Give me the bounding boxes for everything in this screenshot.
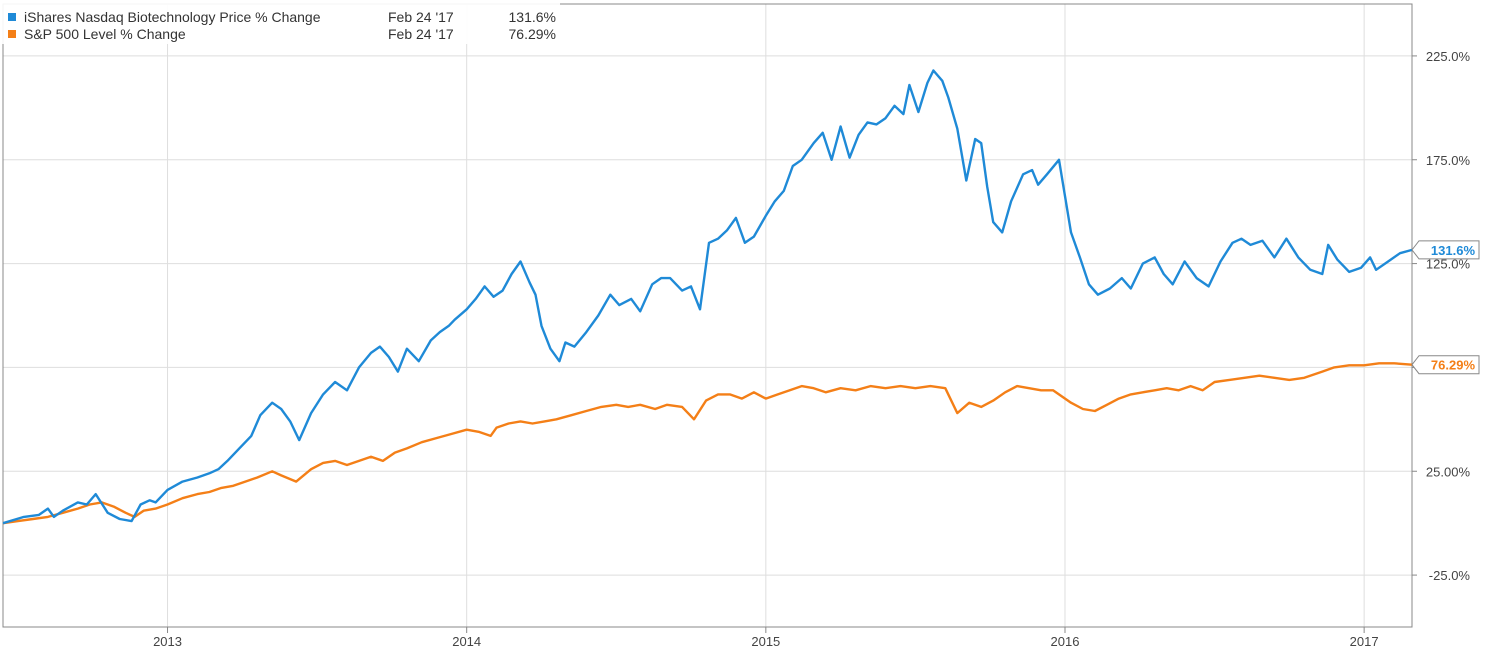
x-tick-label: 2013: [153, 634, 182, 649]
y-tick-label: -25.0%: [1429, 568, 1471, 583]
legend-value-ibb: 131.6%: [508, 9, 556, 25]
series-layer: [2, 69, 1413, 525]
series-line-ibb: [2, 69, 1413, 525]
legend-swatch-sp500: [8, 30, 16, 38]
x-axis-labels: 2013 2014 2015 2016 2017: [153, 634, 1379, 649]
y-tick-label: 125.0%: [1426, 257, 1471, 272]
legend-date-ibb: Feb 24 '17: [388, 9, 454, 25]
end-label-ibb: 131.6%: [1411, 240, 1480, 260]
legend-swatch-ibb: [8, 13, 16, 21]
plot-frame: [2, 3, 1413, 628]
y-tick-label: 175.0%: [1426, 153, 1471, 168]
x-tick-label: 2017: [1350, 634, 1379, 649]
series-line-sp500: [2, 362, 1413, 525]
legend-name-sp500: S&P 500 Level % Change: [24, 26, 186, 42]
x-tick-label: 2015: [751, 634, 780, 649]
y-tick-label: 225.0%: [1426, 49, 1471, 64]
end-label-box: [1411, 240, 1480, 260]
end-value-labels: 131.6% 76.29%: [1411, 240, 1480, 375]
end-label-text: 76.29%: [1431, 358, 1476, 373]
end-label-box: [1411, 355, 1480, 375]
legend: iShares Nasdaq Biotechnology Price % Cha…: [0, 0, 560, 44]
x-gridlines: [167, 4, 1365, 633]
legend-value-sp500: 76.29%: [508, 26, 556, 42]
end-label-sp500: 76.29%: [1411, 355, 1480, 375]
x-tick-label: 2016: [1051, 634, 1080, 649]
y-tick-label: 25.00%: [1426, 464, 1471, 479]
legend-date-sp500: Feb 24 '17: [388, 26, 454, 42]
y-gridlines: [3, 55, 1417, 576]
legend-name-ibb: iShares Nasdaq Biotechnology Price % Cha…: [24, 9, 321, 25]
end-label-text: 131.6%: [1431, 243, 1476, 258]
x-tick-label: 2014: [452, 634, 481, 649]
